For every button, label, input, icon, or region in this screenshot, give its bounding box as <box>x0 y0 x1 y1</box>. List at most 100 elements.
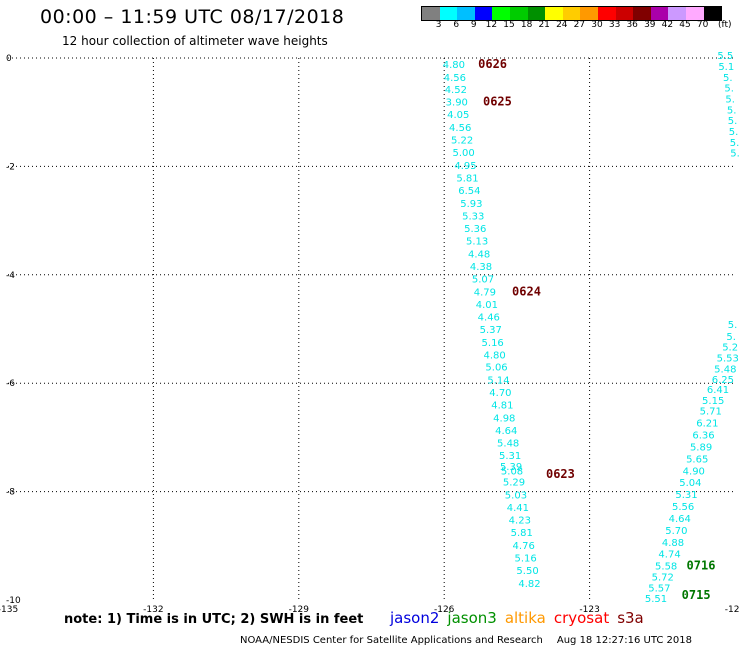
wave-height-value: 5.56 <box>672 502 694 513</box>
colorbar-tick-label: 12 <box>485 20 498 30</box>
wave-height-value: 4.56 <box>444 73 466 84</box>
wave-height-value: 6.36 <box>692 430 714 441</box>
wave-height-value: 5.81 <box>456 174 478 185</box>
y-tick-label: 0 <box>6 54 12 64</box>
colorbar-tick-label: 27 <box>573 20 586 30</box>
wave-height-value: 5.70 <box>665 526 687 537</box>
wave-height-value: 4.46 <box>478 312 500 323</box>
colorbar-swatch <box>615 7 634 20</box>
wave-height-value: 5.16 <box>514 554 536 565</box>
wave-height-value: 4.76 <box>513 541 535 552</box>
legend-jason3: jason3 <box>447 609 497 627</box>
legend-altika: altika <box>504 609 546 627</box>
wave-height-value: 5.16 <box>482 338 504 349</box>
wave-height-value: 5.57 <box>648 583 670 594</box>
wave-height-value: 5.31 <box>675 490 697 501</box>
wave-height-value: 5.07 <box>472 274 494 285</box>
pass-time-label: 0623 <box>546 467 575 481</box>
pass-time-label: 0626 <box>478 57 507 71</box>
wave-height-value: 5.51 <box>645 594 667 605</box>
wave-height-value: 5. <box>725 94 735 105</box>
wave-height-value: 6.25 <box>712 375 734 386</box>
wave-height-value: 4.74 <box>658 550 680 561</box>
wave-height-value: 4.88 <box>662 538 684 549</box>
wave-height-value: 5.48 <box>497 439 519 450</box>
legend-jason2: jason2 <box>390 609 440 627</box>
wave-height-value: 5. <box>729 127 739 138</box>
wave-height-value: 5.04 <box>679 478 701 489</box>
wave-height-value: 5. <box>727 105 737 116</box>
colorbar-tick-label: 33 <box>608 20 621 30</box>
wave-height-value: 5. <box>723 73 733 84</box>
wave-height-value: 5.53 <box>717 354 739 365</box>
x-tick-label: -132 <box>143 605 163 615</box>
colorbar-tick-label: 24 <box>556 20 568 30</box>
legend-cryosat: cryosat <box>553 609 610 627</box>
colorbar-swatch <box>562 7 581 20</box>
colorbar-tick-label: 45 <box>679 20 691 30</box>
wave-height-value: 4.56 <box>449 123 471 134</box>
wave-height-value: 5.08 <box>501 466 523 477</box>
y-tick-label: -8 <box>6 488 15 498</box>
colorbar-swatch <box>650 7 669 20</box>
pass-time-label: 0625 <box>483 95 512 109</box>
colorbar-swatch <box>685 7 704 20</box>
wave-height-value: 5.71 <box>700 407 722 418</box>
wave-height-value: 5.72 <box>652 572 674 583</box>
wave-height-value: 4.01 <box>476 300 498 311</box>
wave-height-value: 5.15 <box>702 396 724 407</box>
wave-height-value: 4.80 <box>443 60 465 71</box>
colorbar-tick-label: 39 <box>644 20 656 30</box>
wave-height-value: 5.03 <box>505 491 527 502</box>
wave-height-value: 4.82 <box>518 579 540 590</box>
wave-height-value: 5.00 <box>452 148 474 159</box>
wave-height-value: 5.89 <box>690 442 712 453</box>
colorbar-tick-label: 30 <box>591 20 603 30</box>
x-tick-label: -129 <box>289 605 310 615</box>
wave-height-value: 4.90 <box>683 466 705 477</box>
satellite-legend: jason2 jason3 altika cryosat s3a <box>390 609 652 627</box>
colorbar-swatch <box>527 7 546 20</box>
colorbar-tick-label: 21 <box>538 20 550 30</box>
wave-height-value: 4.81 <box>491 401 513 412</box>
page-title: 00:00 – 11:59 UTC 08/17/2018 <box>40 6 345 28</box>
colorbar-tick-label: 9 <box>470 20 477 30</box>
wave-height-value: 5.13 <box>466 236 488 247</box>
wave-height-value: 4.23 <box>509 516 531 527</box>
wave-height-value: 5.39 <box>500 462 522 473</box>
y-tick-label: -2 <box>6 162 15 172</box>
wave-height-value: 4.05 <box>447 110 469 121</box>
wave-height-value: 4.41 <box>507 503 529 514</box>
wave-height-value: 5.65 <box>686 454 708 465</box>
pass-time-label: 0624 <box>512 284 541 298</box>
wave-height-value: 4.95 <box>454 161 476 172</box>
x-tick-label: -120 <box>725 605 740 615</box>
colorbar-swatch <box>703 7 722 20</box>
wave-height-value: 4.64 <box>495 426 517 437</box>
wave-height-value: 5.33 <box>462 212 484 223</box>
wave-height-value: 4.52 <box>445 85 467 96</box>
wave-height-value: 5.1 <box>718 62 734 73</box>
x-tick-label: -123 <box>579 605 599 615</box>
colorbar-labels: 3 6 9 12 15 18 21 24 27 30 33 36 39 42 45 70 <box>421 20 731 34</box>
colorbar-swatch <box>545 7 563 20</box>
colorbar-tick-label: 18 <box>520 20 533 30</box>
wave-height-value: 5. <box>730 138 740 149</box>
wave-height-value: 5.50 <box>516 566 538 577</box>
wave-height-value: 5.31 <box>499 451 521 462</box>
wave-height-value: 5.48 <box>714 364 736 375</box>
wave-height-value: 5. <box>730 149 740 160</box>
wave-height-value: 4.79 <box>474 287 496 298</box>
x-tick-label: -126 <box>434 605 455 615</box>
timestamp-text: Aug 18 12:27:16 UTC 2018 <box>556 635 693 646</box>
wave-height-value: 5.36 <box>464 224 486 235</box>
colorbar-swatch <box>422 7 440 20</box>
colorbar-unit: (ft) <box>718 20 732 30</box>
wave-height-value: 5.22 <box>451 136 473 147</box>
wave-height-value: 4.38 <box>470 262 492 273</box>
footer: NOAA/NESDIS Center for Satellite Applica… <box>240 635 692 646</box>
y-tick-label: -6 <box>6 379 15 389</box>
wave-height-value: 5.06 <box>485 363 507 374</box>
colorbar-swatch <box>668 7 686 20</box>
